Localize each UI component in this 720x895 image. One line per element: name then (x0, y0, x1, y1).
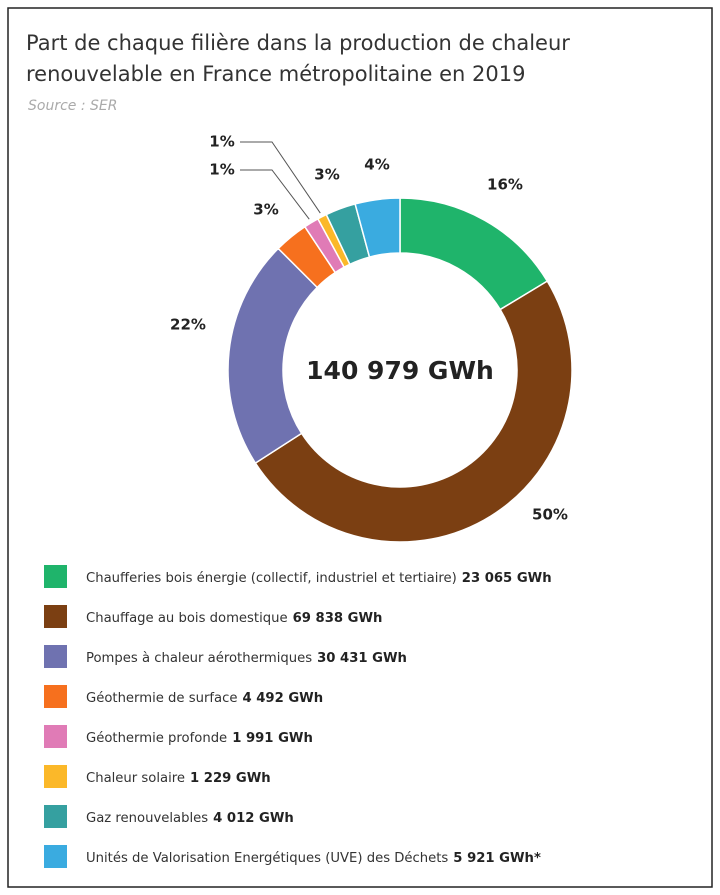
percentage-label: 3% (253, 201, 278, 219)
legend-swatch (44, 805, 67, 828)
legend-entry: Géothermie profonde 1 991 GWh (86, 730, 313, 746)
legend-name: Chaufferies bois énergie (collectif, ind… (86, 570, 457, 586)
legend-swatch (44, 605, 67, 628)
legend-swatch (44, 685, 67, 708)
leader-line (240, 169, 310, 220)
percentage-label: 22% (170, 316, 206, 334)
legend-name: Chauffage au bois domestique (86, 611, 288, 626)
legend-value: 1 229 GWh (190, 771, 271, 786)
percentage-label: 1% (209, 133, 234, 151)
legend-value: 23 065 GWh (462, 571, 552, 586)
legend-swatch (44, 565, 67, 588)
percentage-label: 50% (532, 506, 568, 524)
legend-name: Unités de Valorisation Energétiques (UVE… (86, 850, 448, 866)
legend-entry: Chauffage au bois domestique 69 838 GWh (86, 611, 382, 626)
legend-value: 4 492 GWh (242, 691, 323, 706)
legend-name: Géothermie de surface (86, 690, 237, 706)
chart-title: Part de chaque filière dans la productio… (26, 31, 570, 86)
legend-swatch (44, 645, 67, 668)
frame (7, 7, 713, 888)
title-box: Part de chaque filière dans la productio… (26, 31, 570, 86)
legend-entry: Gaz renouvelables 4 012 GWh (86, 811, 294, 826)
legend-value: 1 991 GWh (232, 731, 313, 746)
legend-value: 69 838 GWh (293, 611, 383, 626)
percentage-label: 16% (487, 176, 523, 194)
legend-swatch (44, 765, 67, 788)
legend-value: 5 921 GWh* (453, 851, 541, 866)
legend-name: Chaleur solaire (86, 771, 185, 786)
legend-entry: Chaufferies bois énergie (collectif, ind… (86, 570, 552, 586)
source: Source : SER (28, 98, 117, 114)
legend-entry: Chaleur solaire 1 229 GWh (86, 771, 271, 786)
legend-entry: Unités de Valorisation Energétiques (UVE… (86, 850, 541, 866)
percentage-label: 4% (364, 156, 389, 174)
donut-segment (254, 280, 573, 543)
legend-swatch (44, 725, 67, 748)
legend-entry: Pompes à chaleur aérothermiques 30 431 GW… (86, 650, 407, 666)
donut-segment (354, 197, 401, 258)
legend-name: Gaz renouvelables (86, 811, 208, 826)
legend-value: 30 431 GWh (317, 651, 407, 666)
leader-line (240, 141, 321, 214)
legend-name: Pompes à chaleur aérothermiques (86, 650, 312, 666)
percentage-label: 1% (209, 161, 234, 179)
legend-name: Géothermie profonde (86, 730, 227, 746)
legend-entry: Géothermie de surface 4 492 GWh (86, 690, 323, 706)
legend-value: 4 012 GWh (213, 811, 294, 826)
total-label: 140 979 GWh (306, 356, 494, 385)
percentage-label: 3% (314, 166, 339, 184)
legend-swatch (44, 845, 67, 868)
